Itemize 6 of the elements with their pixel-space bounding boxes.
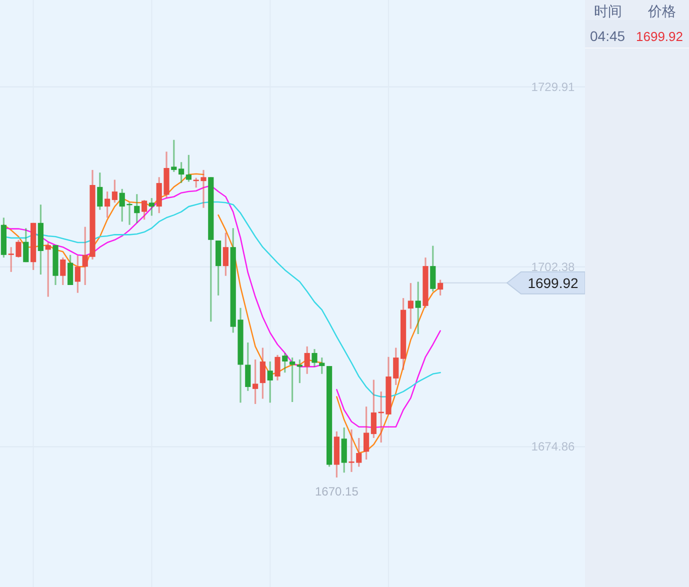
text: 04:45 xyxy=(590,28,626,44)
text: 价格 xyxy=(647,3,676,19)
text: 1699.92 xyxy=(636,29,683,44)
annotation: 1670.15 xyxy=(315,484,359,499)
ref-line-label: 1699.92 xyxy=(528,274,579,291)
text: 时间 xyxy=(594,3,622,19)
